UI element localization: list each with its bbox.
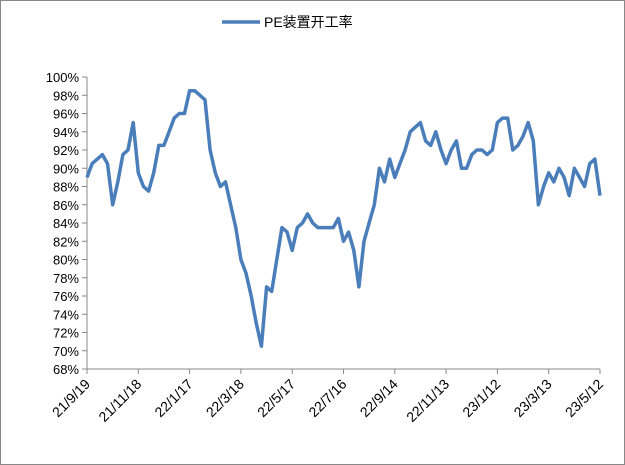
y-tick-label: 74% bbox=[53, 307, 79, 322]
y-tick-label: 92% bbox=[53, 143, 79, 158]
y-tick-label: 90% bbox=[53, 161, 79, 176]
y-tick-label: 82% bbox=[53, 234, 79, 249]
y-tick-label: 88% bbox=[53, 180, 79, 195]
y-tick-label: 78% bbox=[53, 271, 79, 286]
y-tick-label: 68% bbox=[53, 362, 79, 377]
y-tick-label: 72% bbox=[53, 326, 79, 341]
y-tick-label: 96% bbox=[53, 107, 79, 122]
y-tick-label: 70% bbox=[53, 344, 79, 359]
y-tick-label: 76% bbox=[53, 289, 79, 304]
y-tick-label: 94% bbox=[53, 125, 79, 140]
legend-label: PE装置开工率 bbox=[264, 14, 353, 30]
y-tick-label: 100% bbox=[46, 70, 80, 85]
y-tick-label: 80% bbox=[53, 253, 79, 268]
data-line bbox=[85, 88, 602, 348]
y-tick-label: 98% bbox=[53, 88, 79, 103]
y-tick-label: 86% bbox=[53, 198, 79, 213]
y-tick-label: 84% bbox=[53, 216, 79, 231]
